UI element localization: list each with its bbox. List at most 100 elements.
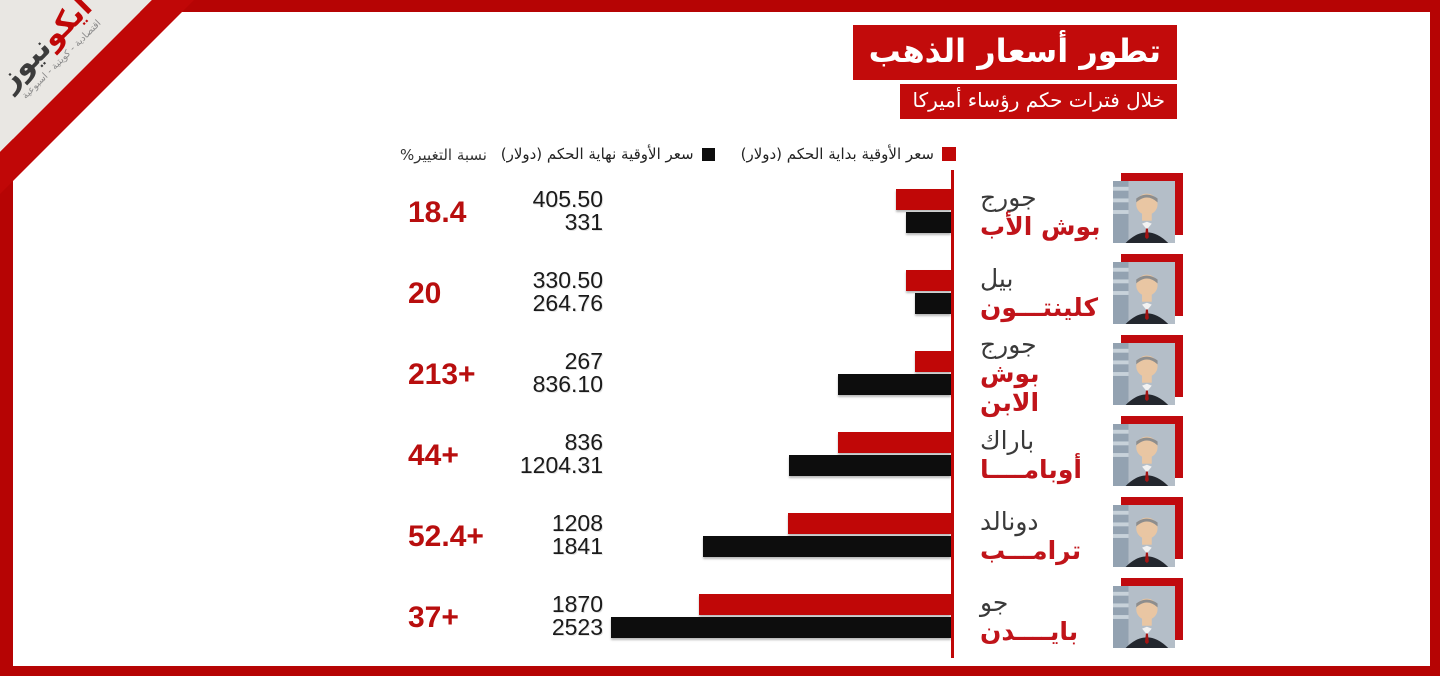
president-name: دونالد ترامـــب <box>980 496 1105 577</box>
legend-end-swatch <box>701 147 715 161</box>
president-last-name: بايــــدن <box>980 616 1079 646</box>
president-first-name: جو <box>980 587 1009 617</box>
president-photo-block <box>1113 578 1183 648</box>
president-row: 37+ 1870 2523 جو بايــــدن <box>0 577 1440 658</box>
start-bar-line: 1870 <box>551 591 951 617</box>
start-price-bar <box>838 432 951 453</box>
end-value-label: 1204.31 <box>519 452 603 478</box>
portrait-placeholder-icon <box>1113 586 1175 648</box>
start-bar-line: 1208 <box>552 512 951 535</box>
change-column-header: نسبة التغيير% <box>400 146 487 164</box>
portrait-placeholder-icon <box>1113 424 1175 486</box>
president-last-name: بوش الأب <box>980 211 1101 241</box>
portrait-placeholder-icon <box>1113 505 1175 567</box>
president-name: جو بايــــدن <box>980 577 1105 658</box>
president-last-name: كلينتـــون <box>980 292 1099 322</box>
end-bar-line: 836.10 <box>532 371 951 397</box>
president-photo <box>1113 424 1175 486</box>
president-name: بيل كلينتـــون <box>980 253 1105 334</box>
president-photo-block <box>1113 335 1183 405</box>
end-value-label: 331 <box>564 209 603 235</box>
end-bar-line: 1204.31 <box>519 452 951 478</box>
president-row: 18.4 405.50 331 جورج بوش الأب <box>0 172 1440 253</box>
change-percentage: 37+ <box>408 600 459 634</box>
bar-pair: 1870 2523 <box>551 591 951 640</box>
end-bar-line: 1841 <box>551 533 951 559</box>
change-percentage: 20 <box>408 276 442 310</box>
start-price-bar <box>896 189 951 210</box>
president-first-name: دونالد <box>980 506 1039 536</box>
start-price-bar <box>915 351 951 372</box>
end-price-bar <box>915 293 951 314</box>
president-last-name: أوبامــــا <box>980 454 1082 484</box>
brand-logo: ايكونيوز اقتصادية - كويتية - اسبوعية <box>0 0 160 158</box>
bar-pair: 1208 1841 <box>551 512 951 559</box>
end-value-label: 836.10 <box>532 371 603 397</box>
bar-pair: 405.50 331 <box>532 186 951 235</box>
start-value-label: 405.50 <box>532 186 603 212</box>
change-percentage: 18.4 <box>408 195 467 229</box>
president-row: 52.4+ 1208 1841 دونالد ترامـــب <box>0 496 1440 577</box>
end-value-label: 264.76 <box>532 290 603 316</box>
frame-border-top <box>0 0 1440 12</box>
chart-baseline-axis <box>951 170 954 658</box>
brand-logo-wordmark: ايكونيوز <box>0 0 99 97</box>
bar-pair: 836 1204.31 <box>519 429 951 478</box>
start-price-bar <box>788 513 951 534</box>
end-price-bar <box>611 617 951 638</box>
president-row: 20 330.50 264.76 بيل كلينتـــون <box>0 253 1440 334</box>
end-bar-line: 264.76 <box>532 290 951 316</box>
president-row: 44+ 836 1204.31 باراك أوبامــــا <box>0 415 1440 496</box>
end-price-bar <box>788 455 951 476</box>
page-title: تطور أسعار الذهب <box>852 25 1177 80</box>
start-bar-line: 267 <box>533 348 951 374</box>
end-price-bar <box>906 212 951 233</box>
president-name: جورج بوش الأب <box>980 172 1105 253</box>
start-price-bar <box>699 594 951 615</box>
end-price-bar <box>838 374 951 395</box>
start-bar-line: 836 <box>520 429 951 455</box>
president-photo <box>1113 181 1175 243</box>
end-price-bar <box>702 536 951 557</box>
legend-start-swatch <box>942 147 956 161</box>
start-value-label: 267 <box>564 348 603 374</box>
president-first-name: بيل <box>980 263 1014 293</box>
president-row: 213+ 267 836.10 جورج بوش الابن <box>0 330 1440 417</box>
portrait-placeholder-icon <box>1113 343 1175 405</box>
start-value-label: 1870 <box>551 591 603 617</box>
change-percentage: 52.4+ <box>408 519 484 553</box>
start-bar-line: 405.50 <box>532 186 951 212</box>
bar-pair: 267 836.10 <box>532 348 951 397</box>
change-percentage: 213+ <box>408 357 476 391</box>
end-bar-line: 2523 <box>551 614 951 640</box>
bar-pair: 330.50 264.76 <box>532 267 951 316</box>
president-photo-block <box>1113 416 1183 486</box>
end-bar-line: 331 <box>533 209 951 235</box>
chart-rows: 18.4 405.50 331 جورج بوش الأب <box>0 172 1440 658</box>
president-photo <box>1113 262 1175 324</box>
start-value-label: 330.50 <box>532 267 603 293</box>
president-photo-block <box>1113 254 1183 324</box>
president-photo <box>1113 505 1175 567</box>
start-bar-line: 330.50 <box>532 267 951 293</box>
portrait-placeholder-icon <box>1113 181 1175 243</box>
president-name: جورج بوش الابن <box>980 330 1105 417</box>
president-photo <box>1113 586 1175 648</box>
president-first-name: جورج <box>980 330 1037 360</box>
legend-start-label: سعر الأوقية بداية الحكم (دولار) <box>740 145 934 163</box>
start-price-bar <box>906 270 951 291</box>
president-photo <box>1113 343 1175 405</box>
president-photo-block <box>1113 497 1183 567</box>
change-percentage: 44+ <box>408 438 459 472</box>
president-last-name: بوش الابن <box>980 359 1040 417</box>
end-value-label: 1841 <box>551 533 603 559</box>
president-name: باراك أوبامــــا <box>980 415 1105 496</box>
chart-legend: سعر الأوقية بداية الحكم (دولار) سعر الأو… <box>501 145 956 163</box>
legend-end-label: سعر الأوقية نهاية الحكم (دولار) <box>500 145 694 163</box>
president-first-name: جورج <box>980 182 1037 212</box>
end-value-label: 2523 <box>551 614 603 640</box>
start-value-label: 836 <box>564 429 603 455</box>
president-first-name: باراك <box>980 425 1035 455</box>
page-subtitle: خلال فترات حكم رؤساء أميركا <box>900 84 1177 119</box>
